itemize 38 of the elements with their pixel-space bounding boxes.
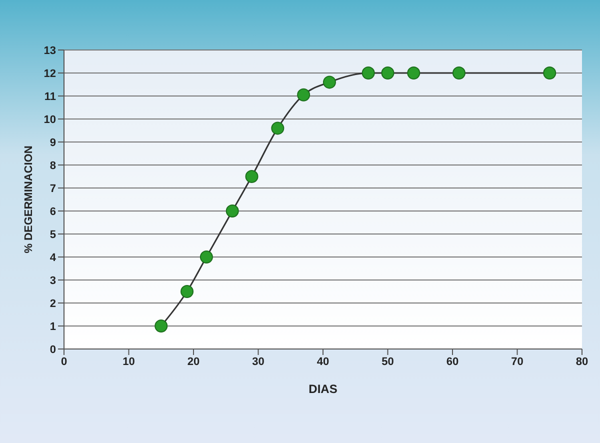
x-tick-label: 40 xyxy=(316,356,330,368)
y-tick-label: 4 xyxy=(50,252,57,264)
y-tick-label: 9 xyxy=(50,136,56,149)
x-tick-label: 50 xyxy=(382,356,394,368)
y-tick-label: 5 xyxy=(50,228,56,241)
point xyxy=(297,88,310,102)
x-tick-label: 70 xyxy=(511,356,524,368)
y-tick-label: 0 xyxy=(50,344,56,356)
point xyxy=(543,66,556,80)
y-tick-label: 13 xyxy=(44,44,56,57)
y-tick-label: 2 xyxy=(50,298,56,310)
x-tick-label: 30 xyxy=(252,356,264,368)
point xyxy=(271,122,284,135)
point xyxy=(245,170,258,183)
y-tick-label: 10 xyxy=(44,114,56,126)
y-tick-label: 8 xyxy=(50,160,56,172)
x-tick-label: 10 xyxy=(122,356,135,368)
y-axis-title: % DEGERMINACION xyxy=(22,146,35,254)
x-axis-title: DIAS xyxy=(308,382,338,396)
point xyxy=(154,320,168,332)
y-tick-label: 12 xyxy=(44,68,56,80)
point xyxy=(180,285,194,298)
point xyxy=(226,204,239,218)
y-tick-label: 1 xyxy=(50,320,56,333)
y-tick-label: 7 xyxy=(50,182,56,195)
x-tick-label: 0 xyxy=(60,356,68,368)
point xyxy=(452,66,466,80)
y-tick-label: 6 xyxy=(50,206,56,218)
point xyxy=(407,66,420,80)
point xyxy=(200,250,213,264)
x-tick-label: 80 xyxy=(576,356,588,368)
x-tick-label: 20 xyxy=(187,356,200,368)
point xyxy=(362,66,375,80)
y-tick-label: 11 xyxy=(44,90,56,103)
point xyxy=(381,66,394,80)
point xyxy=(322,76,336,89)
x-tick-label: 60 xyxy=(446,356,459,368)
y-tick-label: 3 xyxy=(50,274,56,287)
